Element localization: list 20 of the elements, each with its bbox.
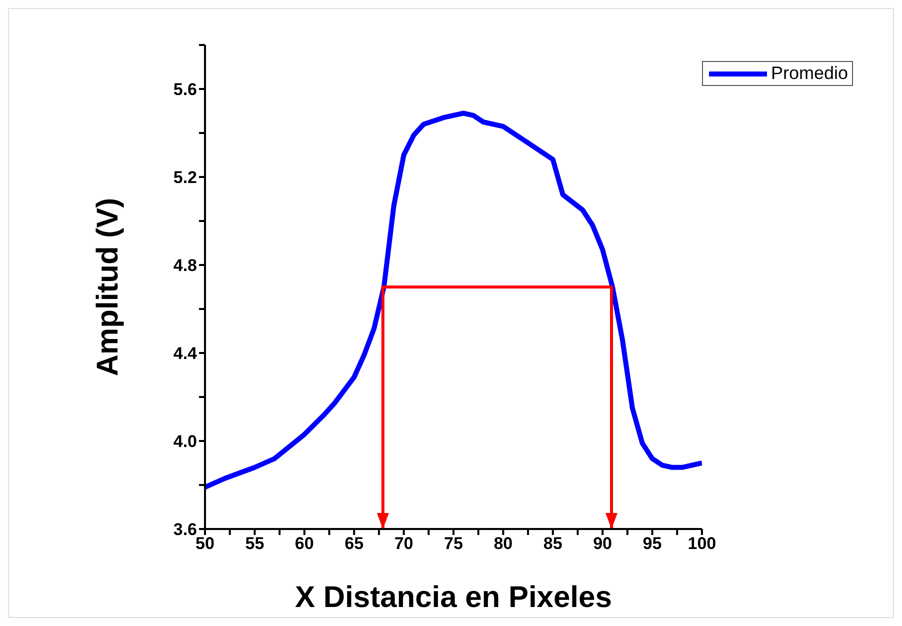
x-tick-label: 70: [394, 534, 414, 554]
x-tick-label: 80: [494, 534, 513, 554]
y-tick-label: 4.0: [173, 432, 197, 452]
y-tick-label: 4.4: [173, 344, 198, 364]
y-tick-label: 3.6: [173, 520, 197, 540]
y-axis-title: Amplitud (V): [92, 198, 125, 376]
x-tick-label: 85: [543, 534, 562, 554]
x-tick-label: 90: [593, 534, 612, 554]
x-tick-label: 100: [688, 534, 716, 554]
x-tick-label: 65: [344, 534, 364, 554]
x-tick-label: 95: [642, 534, 662, 554]
y-tick-label: 5.6: [173, 80, 197, 100]
x-tick-label: 75: [444, 534, 463, 554]
x-axis-title: X Distancia en Pixeles: [295, 581, 612, 614]
y-tick-label: 4.8: [173, 256, 197, 276]
y-tick-label: 5.2: [173, 168, 197, 188]
x-tick-label: 55: [245, 534, 264, 554]
legend-label: Promedio: [770, 63, 848, 84]
x-tick-label: 60: [294, 534, 314, 554]
x-tick-label: 50: [196, 534, 214, 554]
